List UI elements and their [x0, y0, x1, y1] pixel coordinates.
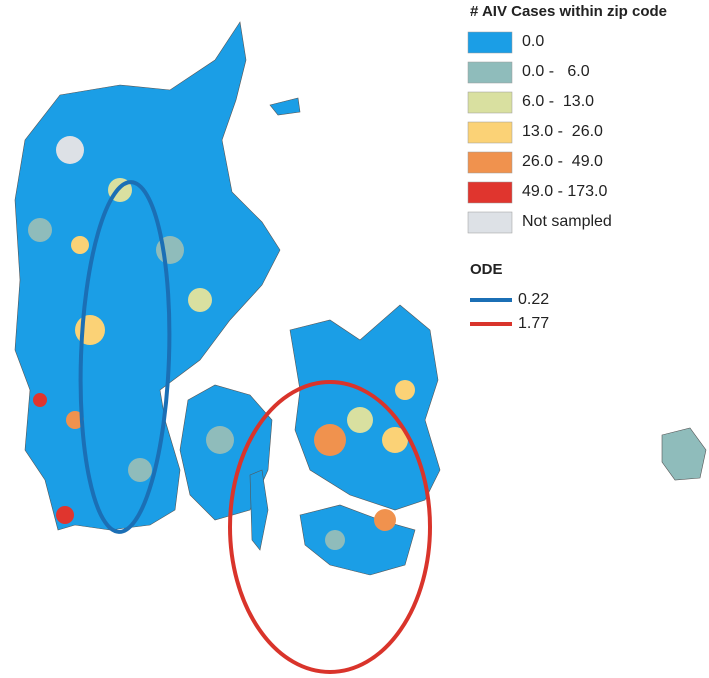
ode-ellipse-low	[78, 180, 172, 534]
legend-title: # AIV Cases within zip code	[470, 3, 667, 20]
legend-label: 6.0 - 13.0	[522, 93, 594, 110]
legend-swatch	[467, 121, 513, 144]
legend-swatch	[467, 31, 513, 54]
legend-label: 0.0	[522, 33, 544, 50]
legend-swatch	[467, 211, 513, 234]
legend-label: 26.0 - 49.0	[522, 153, 603, 170]
ode-title: ODE	[470, 261, 503, 278]
land	[14, 21, 707, 576]
legend-label: Not sampled	[522, 213, 612, 230]
legend-swatch	[467, 151, 513, 174]
regions	[28, 136, 415, 550]
legend-label: 13.0 - 26.0	[522, 123, 603, 140]
legend: 0.0 0.0 - 6.0 6.0 - 13.0 13.0 - 26.0 26.0 - …	[467, 31, 612, 332]
legend-label: 49.0 - 173.0	[522, 183, 608, 200]
legend-swatch	[467, 91, 513, 114]
ode-label: 1.77	[518, 315, 549, 332]
ode-ellipse-high	[228, 380, 432, 674]
legend-swatch	[467, 181, 513, 204]
ode-label: 0.22	[518, 291, 549, 308]
legend-label: 0.0 - 6.0	[522, 63, 590, 80]
legend-swatch	[467, 61, 513, 84]
